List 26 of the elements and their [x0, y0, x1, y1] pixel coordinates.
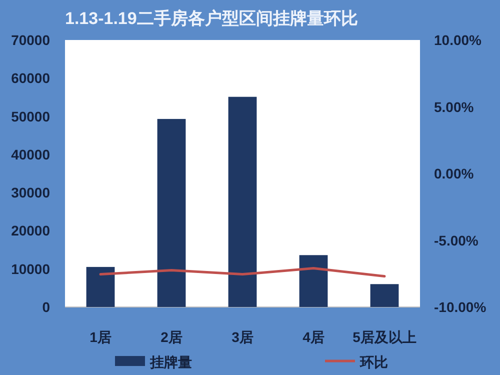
x-tick-label: 5居及以上	[352, 329, 416, 345]
x-tick-label: 1居	[90, 329, 112, 345]
y-tick-label: 60000	[11, 70, 50, 86]
x-tick-label: 3居	[232, 329, 254, 345]
y2-tick-label: 10.00%	[434, 32, 482, 48]
y-tick-label: 70000	[11, 32, 50, 48]
bar	[370, 284, 399, 307]
y2-tick-label: -10.00%	[434, 299, 487, 315]
bar	[299, 255, 328, 307]
x-tick-label: 4居	[302, 329, 324, 345]
x-tick-label: 2居	[160, 329, 182, 345]
legend-label: 挂牌量	[149, 354, 192, 370]
y-tick-label: 30000	[11, 184, 50, 201]
legend-label: 环比	[359, 354, 388, 370]
y-tick-label: 10000	[11, 260, 50, 277]
y2-tick-label: -5.00%	[434, 232, 479, 248]
bar	[157, 118, 186, 307]
y2-tick-label: 5.00%	[434, 98, 474, 115]
y-tick-label: 40000	[11, 146, 50, 162]
bar	[228, 96, 257, 307]
y-tick-label: 50000	[11, 108, 50, 124]
y-tick-label: 20000	[11, 222, 50, 239]
y2-tick-label: 0.00%	[434, 166, 474, 182]
y-tick-label: 0	[42, 299, 50, 315]
bar	[86, 266, 115, 307]
chart-title: 1.13-1.19二手房各户型区间挂牌量环比	[65, 9, 358, 28]
